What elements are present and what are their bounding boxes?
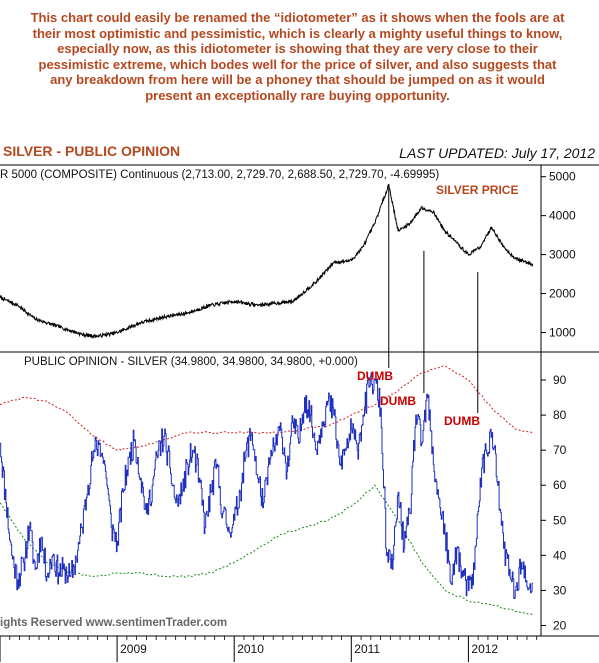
opinion-y-tick-label: 80 bbox=[553, 408, 567, 422]
price-y-tick-label: 1000 bbox=[549, 326, 576, 340]
opinion-y-tick-label: 20 bbox=[553, 618, 567, 632]
x-tick-label: 2010 bbox=[237, 642, 264, 656]
dumb-label: DUMB bbox=[444, 414, 480, 428]
opinion-y-tick-label: 90 bbox=[553, 373, 567, 387]
x-tick-label: 2011 bbox=[354, 642, 380, 656]
annotation-text: This chart could easily be renamed the “… bbox=[30, 10, 565, 103]
opinion-legend: PUBLIC OPINION - SILVER (34.9800, 34.980… bbox=[24, 356, 358, 368]
lower-band-line bbox=[0, 484, 534, 616]
silver-price-line bbox=[0, 183, 534, 339]
x-tick-label: 2009 bbox=[120, 642, 147, 656]
price-y-tick-label: 2000 bbox=[549, 287, 576, 301]
opinion-y-tick-label: 70 bbox=[553, 443, 567, 457]
chart-heading: SILVER - PUBLIC OPINION bbox=[3, 143, 181, 159]
x-tick-label: 2012 bbox=[471, 642, 498, 656]
opinion-y-tick-label: 30 bbox=[553, 583, 567, 597]
opinion-y-tick-label: 40 bbox=[553, 548, 567, 562]
price-legend: R 5000 (COMPOSITE) Continuous (2,713.00,… bbox=[0, 169, 439, 181]
upper-band-line bbox=[0, 365, 533, 451]
last-updated: LAST UPDATED: July 17, 2012 bbox=[399, 145, 595, 161]
dumb-label: DUMB bbox=[357, 369, 393, 383]
footer-copyright: ights Reserved www.sentimenTrader.com bbox=[0, 617, 227, 629]
price-y-tick-label: 3000 bbox=[549, 248, 576, 262]
opinion-y-tick-label: 50 bbox=[553, 513, 567, 527]
public-opinion-line bbox=[0, 372, 534, 599]
price-y-tick-label: 4000 bbox=[549, 209, 576, 223]
price-y-tick-label: 5000 bbox=[549, 170, 576, 184]
opinion-y-tick-label: 60 bbox=[553, 478, 567, 492]
dumb-label: DUMB bbox=[380, 394, 416, 408]
silver-price-label: SILVER PRICE bbox=[436, 183, 518, 197]
